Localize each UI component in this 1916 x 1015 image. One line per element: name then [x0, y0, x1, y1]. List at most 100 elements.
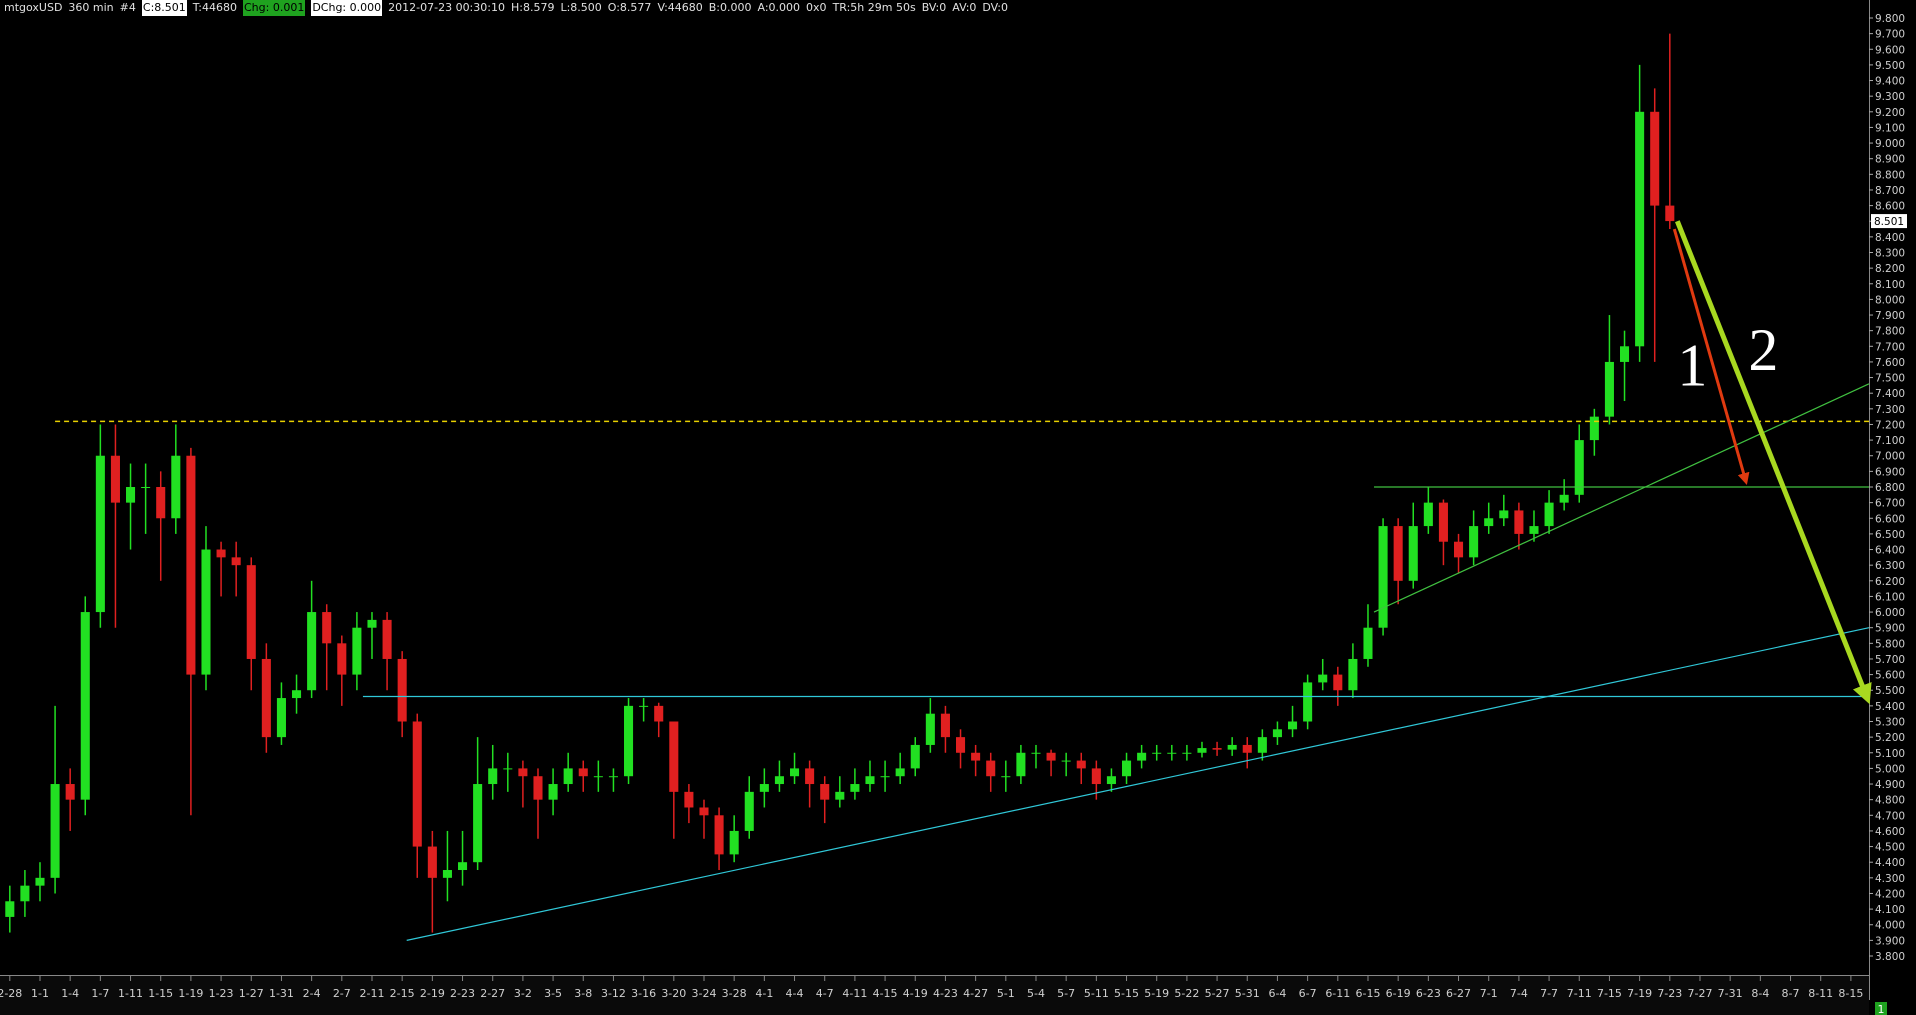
- x-tick-label: 5-4: [1027, 987, 1045, 1000]
- arrow: [1675, 220, 1872, 705]
- header-item: H:8.579: [510, 1, 555, 14]
- candle-body: [1016, 752, 1026, 777]
- candle-body: [1333, 674, 1343, 691]
- candle-body: [201, 549, 211, 675]
- y-tick-label: 8.600: [1875, 201, 1905, 213]
- candle-body: [1378, 526, 1388, 628]
- y-tick-label: 5.500: [1875, 685, 1905, 697]
- y-tick-label: 9.600: [1875, 44, 1905, 56]
- annotation: 1: [1677, 332, 1707, 398]
- x-tick-label: 7-31: [1718, 987, 1743, 1000]
- y-tick-label: 7.000: [1875, 451, 1905, 463]
- x-tick-label: 4-7: [816, 987, 834, 1000]
- candle-body: [1589, 416, 1599, 441]
- candle-body: [110, 455, 120, 503]
- candle-body: [1620, 346, 1630, 362]
- x-tick-label: 1-11: [118, 987, 143, 1000]
- y-tick-label: 9.000: [1875, 138, 1905, 150]
- header-item: TR:5h 29m 50s: [832, 1, 916, 14]
- candle-body: [337, 643, 347, 675]
- arrow: [1672, 228, 1750, 485]
- x-tick-label: 7-11: [1567, 987, 1592, 1000]
- candle-body: [1076, 760, 1086, 769]
- header-item: #4: [119, 1, 136, 14]
- y-tick-label: 6.800: [1875, 482, 1905, 494]
- candle-body: [910, 744, 920, 769]
- y-tick-label: 4.400: [1875, 857, 1905, 869]
- candle-body: [1257, 737, 1267, 753]
- x-tick-label: 7-1: [1480, 987, 1498, 1000]
- y-tick-label: 4.200: [1875, 888, 1905, 900]
- y-tick-label: 5.400: [1875, 701, 1905, 713]
- header-item: A:0.000: [757, 1, 801, 14]
- candle-body: [790, 768, 800, 777]
- y-tick-label: 9.400: [1875, 76, 1905, 88]
- candle-body: [276, 698, 286, 738]
- candle-body: [412, 721, 422, 847]
- x-tick-label: 4-11: [842, 987, 867, 1000]
- y-tick-label: 6.400: [1875, 545, 1905, 557]
- candle-body: [774, 776, 784, 785]
- candle-body: [986, 760, 996, 777]
- header: mtgoxUSD 360 min #4 C:8.501 T:44680 Chg: 0.00…: [4, 0, 1008, 16]
- header-item: DV:0: [982, 1, 1009, 14]
- y-tick-label: 8.700: [1875, 185, 1905, 197]
- x-tick-label: 1-19: [178, 987, 203, 1000]
- candle-body: [518, 768, 528, 777]
- candle-body: [1303, 682, 1313, 722]
- candle-body: [940, 713, 950, 738]
- candle-body: [1544, 502, 1554, 527]
- candle-body: [639, 705, 649, 707]
- candle-body: [729, 830, 739, 855]
- y-tick-label: 7.300: [1875, 404, 1905, 416]
- candle-body: [1122, 760, 1132, 777]
- x-tick-label: 5-19: [1144, 987, 1169, 1000]
- candle-body: [956, 737, 966, 753]
- y-tick-label: 7.400: [1875, 388, 1905, 400]
- candle-body: [352, 627, 362, 675]
- candle-body: [141, 487, 151, 488]
- candle-body: [35, 877, 45, 886]
- x-tick-label: 5-22: [1174, 987, 1199, 1000]
- candle-body: [1665, 205, 1675, 222]
- candle-body: [971, 752, 981, 761]
- candle-body: [1559, 494, 1569, 503]
- x-tick-label: 6-15: [1355, 987, 1380, 1000]
- y-tick-label: 4.600: [1875, 826, 1905, 838]
- x-tick-label: 1-15: [148, 987, 173, 1000]
- y-tick-label: 4.000: [1875, 920, 1905, 932]
- candle-body: [563, 768, 573, 785]
- y-tick-label: 6.700: [1875, 498, 1905, 510]
- y-tick-label: 6.100: [1875, 591, 1905, 603]
- y-tick-label: 8.300: [1875, 248, 1905, 260]
- candle-body: [1031, 752, 1041, 754]
- x-tick-label: 7-23: [1657, 987, 1682, 1000]
- candle-body: [1454, 541, 1464, 558]
- candle-body: [126, 487, 136, 503]
- candle-body: [367, 619, 377, 628]
- candle-body: [624, 705, 634, 777]
- y-tick-label: 9.500: [1875, 60, 1905, 72]
- header-item: 2012-07-23 00:30:10: [388, 1, 505, 14]
- candle-body: [548, 784, 558, 800]
- candle-body: [578, 768, 588, 777]
- x-tick-label: 4-1: [755, 987, 773, 1000]
- candle-body: [503, 768, 513, 770]
- x-tick-label: 3-20: [661, 987, 686, 1000]
- y-tick-label: 7.100: [1875, 435, 1905, 447]
- last-price-box: [1871, 214, 1907, 229]
- x-tick-label: 4-19: [903, 987, 928, 1000]
- candle-body: [261, 658, 271, 738]
- candle-body: [1423, 502, 1433, 527]
- y-tick-label: 7.600: [1875, 357, 1905, 369]
- y-tick-label: 8.200: [1875, 263, 1905, 275]
- candle-body: [307, 612, 317, 691]
- y-tick-label: 6.300: [1875, 560, 1905, 572]
- candle-body: [5, 901, 15, 917]
- candle-body: [1469, 526, 1479, 558]
- candle-body: [759, 784, 769, 792]
- x-tick-label: 8-7: [1782, 987, 1800, 1000]
- y-tick-label: 3.800: [1875, 951, 1905, 963]
- y-tick-label: 9.800: [1875, 13, 1905, 25]
